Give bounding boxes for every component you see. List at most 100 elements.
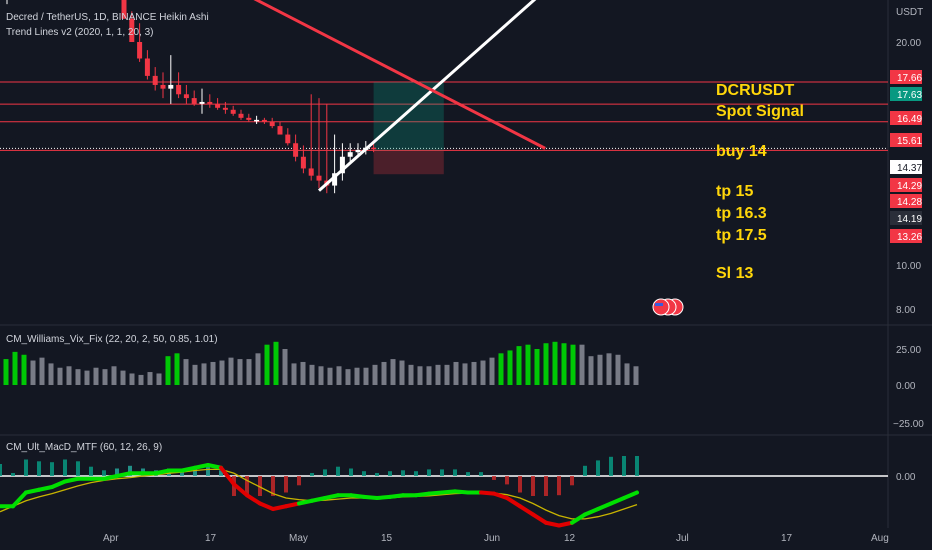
macd-histogram-bar [11, 473, 15, 476]
price-tick: 8.00 [896, 305, 916, 316]
price-badge: 16.49 [890, 111, 922, 125]
vix-fix-legend[interactable]: CM_Williams_Vix_Fix (22, 20, 2, 50, 0.85… [6, 334, 218, 345]
us-flag-events-icon[interactable] [652, 298, 684, 316]
candle-body [300, 156, 306, 169]
macd-histogram-bar [388, 471, 392, 476]
vix-fix-bar [570, 344, 576, 385]
vix-fix-bar [210, 361, 216, 385]
macd-histogram-bar [206, 465, 210, 476]
vix-fix-bar [606, 353, 612, 385]
time-tick: Apr [103, 533, 119, 544]
time-axis[interactable]: Apr 17 May 15 Jun 12 Jul 17 Aug [103, 533, 889, 544]
vix-fix-bar [255, 353, 261, 385]
vix-fix-bar [417, 366, 423, 385]
candle-body [269, 121, 275, 127]
candle-body [191, 98, 197, 104]
vix-tick: 0.00 [896, 381, 916, 392]
badge-bg [890, 194, 922, 208]
vix-fix-bar [363, 367, 369, 385]
macd-histogram-bar [544, 476, 548, 496]
position-loss-zone [373, 150, 444, 175]
candle-body [144, 58, 150, 76]
vix-fix-bar [426, 366, 432, 385]
annotation-buy: buy 14 [716, 143, 767, 160]
vix-fix-bar [228, 357, 234, 385]
macd-histogram-bar [76, 461, 80, 476]
vix-fix-bar [156, 373, 162, 385]
vix-fix-bar [489, 357, 495, 385]
vix-fix-bar [507, 350, 513, 385]
macd-histogram-bar [635, 456, 639, 476]
macd-line-segment [11, 490, 28, 509]
macd-line-segment [518, 504, 535, 517]
macd-legend[interactable]: CM_Ult_MacD_MTF (60, 12, 26, 9) [6, 442, 162, 453]
macd-line-segment [24, 487, 41, 495]
candle-body [238, 113, 244, 118]
vix-fix-bar [597, 354, 603, 385]
vix-fix-bar [120, 370, 126, 385]
badge-label: 14.29 [897, 181, 922, 192]
vix-fix-bar [624, 363, 630, 385]
badge-bg [890, 229, 922, 243]
candle-body [222, 107, 228, 110]
price-badge: 17.63 [890, 87, 922, 101]
macd-line-segment [531, 512, 548, 525]
price-pane[interactable] [0, 0, 888, 194]
badge-label: 14.28 [897, 197, 922, 208]
badge-label: 16.49 [897, 114, 922, 125]
vix-fix-bar [381, 361, 387, 385]
macd-histogram-bar [284, 476, 288, 493]
macd-line-segment [609, 496, 626, 506]
price-badge: 13.26 [890, 229, 922, 243]
vix-fix-bar [327, 367, 333, 385]
vix-fix-bar [174, 353, 180, 385]
macd-line-segment [349, 493, 366, 499]
candle-body [246, 117, 252, 120]
candle-body [207, 101, 213, 104]
macd-histogram-bar [401, 470, 405, 476]
macd-histogram-bar [37, 461, 41, 476]
candle-body [355, 149, 361, 153]
currency-label: USDT [896, 7, 923, 18]
vix-fix-bar [345, 369, 351, 385]
macd-line-segment [310, 496, 327, 503]
macd-histogram-bar [180, 470, 184, 476]
annotation-tp3: tp 17.5 [716, 227, 767, 244]
macd-line-segment [245, 493, 262, 506]
annotation-title: DCRUSDT [716, 82, 794, 99]
badge-bg [890, 133, 922, 147]
macd-line-segment [232, 482, 249, 498]
vix-fix-bar [57, 367, 63, 385]
us-flag-icon[interactable] [652, 298, 670, 316]
macd-histogram-bar [596, 460, 600, 476]
macd-histogram-bar [453, 469, 457, 476]
macd-line-segment [440, 489, 457, 495]
macd-histogram-bar [245, 476, 249, 496]
candle-body [215, 103, 221, 108]
annotation-subtitle: Spot Signal [716, 103, 804, 120]
macd-line-segment [323, 493, 340, 500]
vix-fix-bar [201, 363, 207, 385]
annotation-tp1: tp 15 [716, 183, 753, 200]
trend-lines-legend[interactable]: Trend Lines v2 (2020, 1, 1, 20, 3) [6, 27, 154, 38]
macd-pane[interactable] [0, 456, 888, 528]
vix-fix-bar [336, 366, 342, 385]
vix-fix-bar [471, 361, 477, 385]
time-tick: 12 [564, 533, 576, 544]
vix-fix-bar [300, 361, 306, 385]
macd-line-segment [596, 501, 613, 511]
price-tick: 20.00 [896, 38, 921, 49]
macd-histogram-bar [24, 459, 28, 476]
vix-fix-bar [246, 359, 252, 385]
vix-fix-bar [75, 369, 81, 385]
macd-line-segment [154, 468, 171, 476]
macd-line-segment [206, 463, 223, 470]
badge-bg [890, 160, 922, 174]
symbol-legend[interactable]: Decred / TetherUS, 1D, BINANCE Heikin As… [6, 12, 209, 23]
macd-line-segment [453, 489, 470, 495]
time-tick: 17 [205, 533, 217, 544]
resistance-trend-line [253, 0, 546, 150]
vix-fix-pane[interactable] [3, 341, 639, 385]
vix-fix-bar [525, 344, 531, 385]
